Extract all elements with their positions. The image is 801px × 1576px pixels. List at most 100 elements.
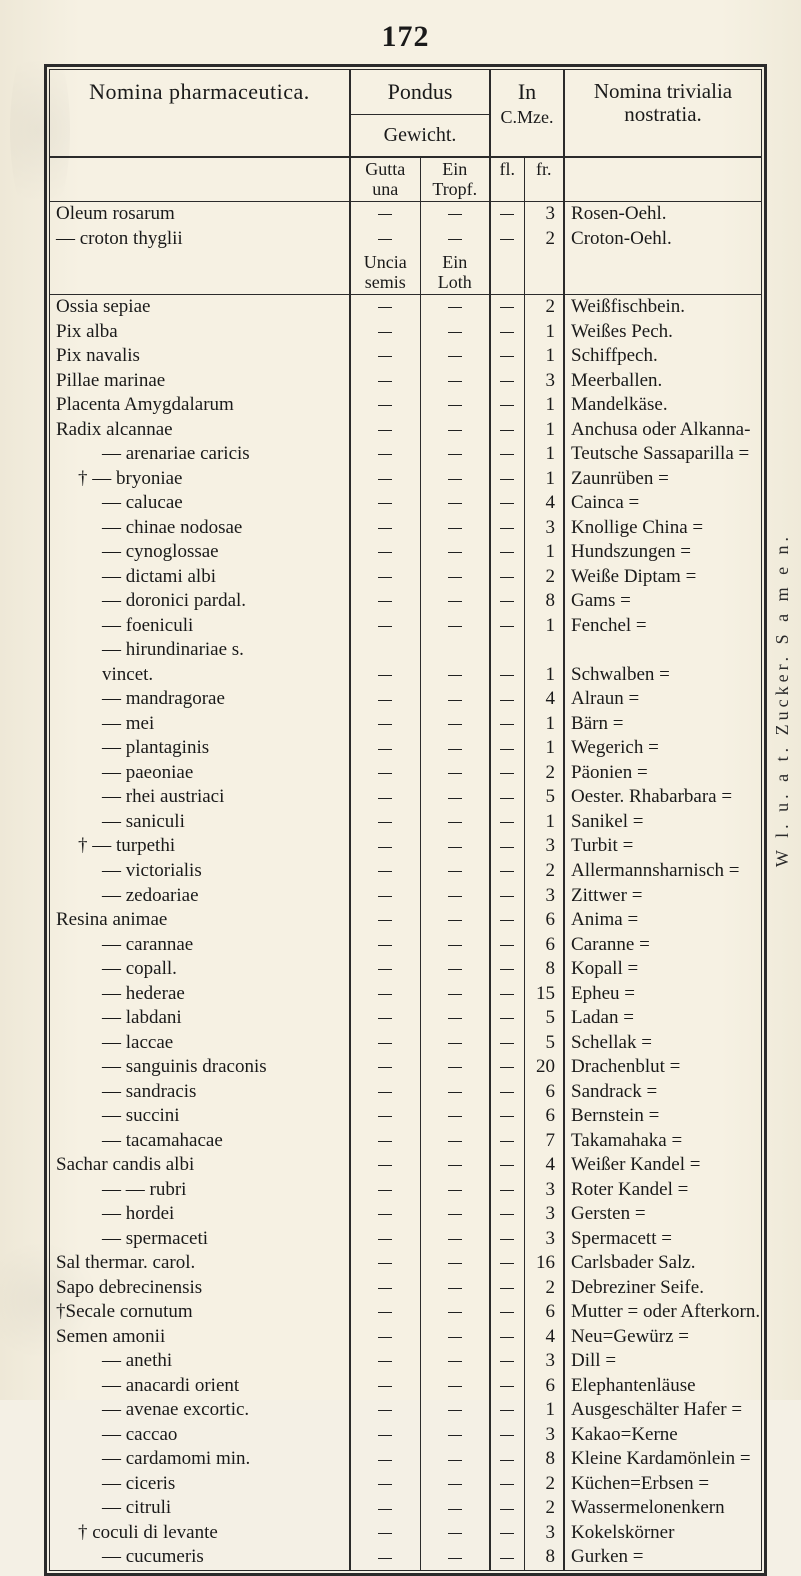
table-row: — sandracis6Sandrack = (50, 1080, 761, 1105)
cell-nomina: †Secale cornutum (50, 1300, 350, 1325)
table-row: — anethi3Dill = (50, 1349, 761, 1374)
cell-fr: 3 (524, 1178, 564, 1203)
table-head: Nomina pharmaceutica. Pondus In C.Mze. N… (50, 70, 761, 157)
cell-pondus-a (350, 491, 420, 516)
cell-fr: 1 (524, 712, 564, 737)
cell-pondus-b (420, 369, 490, 394)
cell-nomina: Pillae marinae (50, 369, 350, 394)
cell-trivialia: Weißes Pech. (564, 320, 761, 345)
table-row: — copall.8Kopall = (50, 957, 761, 982)
table-row: — labdani5Ladan = (50, 1006, 761, 1031)
cell-fr: 3 (524, 1521, 564, 1546)
cell-trivialia: Päonien = (564, 761, 761, 786)
cell-pondus-b (420, 1398, 490, 1423)
cell-trivialia: Zaunrüben = (564, 467, 761, 492)
cell-pondus-b (420, 663, 490, 688)
table-body: GuttaunaEinTropf.fl.fr.Oleum rosarum3Ros… (50, 157, 761, 1570)
cell-pondus-a (350, 1202, 420, 1227)
table-row: †Secale cornutum6Mutter = oder Afterkorn… (50, 1300, 761, 1325)
cell-trivialia: Spermacett = (564, 1227, 761, 1252)
cell-fl (490, 1521, 524, 1546)
cell-pondus-a (350, 369, 420, 394)
cell-pondus-a (350, 933, 420, 958)
table-row: — foeniculi1Fenchel = (50, 614, 761, 639)
cell-trivialia: Hundszungen = (564, 540, 761, 565)
cell-pondus-a (350, 1031, 420, 1056)
cell-nomina: — foeniculi (50, 614, 350, 639)
table-row: — mandragorae4Alraun = (50, 687, 761, 712)
cell-trivialia: Wegerich = (564, 736, 761, 761)
cell-fl (490, 344, 524, 369)
cell-trivialia: Elephantenläuse (564, 1374, 761, 1399)
cell-trivialia: Weißfischbein. (564, 295, 761, 320)
cell-fr: 3 (524, 1423, 564, 1448)
cell-trivialia: Zittwer = (564, 884, 761, 909)
cell-fr: 1 (524, 810, 564, 835)
cell-pondus-b (420, 1349, 490, 1374)
cell-fl (490, 933, 524, 958)
cell-fr: 1 (524, 442, 564, 467)
table-row: — hederae15Epheu = (50, 982, 761, 1007)
cell-pondus-b (420, 1006, 490, 1031)
cell-pondus-b (420, 908, 490, 933)
cell-fr: 8 (524, 957, 564, 982)
table-row: — caccao3Kakao=Kerne (50, 1423, 761, 1448)
cell-fl (490, 369, 524, 394)
cell-fr: 1 (524, 418, 564, 443)
cell-trivialia: Rosen-Oehl. (564, 202, 761, 227)
cell-pondus-a (350, 1521, 420, 1546)
table-row: — cucumeris8Gurken = (50, 1545, 761, 1570)
cell-fr: 4 (524, 491, 564, 516)
cell-fl (490, 227, 524, 252)
cell-pondus-a (350, 516, 420, 541)
cell-trivialia: Takamahaka = (564, 1129, 761, 1154)
cell-fr: 2 (524, 227, 564, 252)
cell-pondus-b (420, 1521, 490, 1546)
cell-pondus-a (350, 982, 420, 1007)
cell-fl (490, 589, 524, 614)
cell-pondus-a (350, 687, 420, 712)
cell-nomina: — cardamomi min. (50, 1447, 350, 1472)
cell-pondus-a (350, 785, 420, 810)
cell-pondus-b (420, 1423, 490, 1448)
cell-trivialia: Mutter = oder Afterkorn. (564, 1300, 761, 1325)
cell-nomina: Resina animae (50, 908, 350, 933)
cell-trivialia: Mandelkäse. (564, 393, 761, 418)
cell-nomina: — plantaginis (50, 736, 350, 761)
cell-pondus-b (420, 1325, 490, 1350)
cell-pondus-a (350, 884, 420, 909)
cell-fr: 3 (524, 516, 564, 541)
cell-pondus-b (420, 467, 490, 492)
cell-fl (490, 540, 524, 565)
cell-nomina: † — turpethi (50, 834, 350, 859)
table-row: Sal thermar. carol.16Carlsbader Salz. (50, 1251, 761, 1276)
cell-pondus-b (420, 1472, 490, 1497)
cell-nomina: — dictami albi (50, 565, 350, 590)
cell-pondus-b (420, 1276, 490, 1301)
cell-fr: 8 (524, 589, 564, 614)
cell-fr: 8 (524, 1545, 564, 1570)
cell-fl (490, 1325, 524, 1350)
cell-fl (490, 1104, 524, 1129)
cell-pondus-b (420, 1104, 490, 1129)
cell-nomina: — hirundinariae s. (50, 638, 350, 663)
cell-pondus-b (420, 295, 490, 320)
cell-nomina: — doronici pardal. (50, 589, 350, 614)
cell-fr: 5 (524, 785, 564, 810)
cell-nomina: Radix alcannae (50, 418, 350, 443)
cell-pondus-a (350, 761, 420, 786)
cell-fr: 1 (524, 614, 564, 639)
cell-pondus-a (350, 467, 420, 492)
cell-pondus-b (420, 1080, 490, 1105)
cell-pondus-b (420, 1153, 490, 1178)
cell-pondus-b (420, 589, 490, 614)
cell-pondus-b (420, 1374, 490, 1399)
cell-fr: 1 (524, 320, 564, 345)
table-row: — croton thyglii2Croton-Oehl. (50, 227, 761, 252)
cell-fl (490, 982, 524, 1007)
side-vertical-label: W l. u. a t. Zucker. S a m e n. (772, 533, 793, 867)
cell-pondus-b (420, 761, 490, 786)
cell-fl (490, 614, 524, 639)
cell-fr: 5 (524, 1031, 564, 1056)
cell-nomina: — succini (50, 1104, 350, 1129)
